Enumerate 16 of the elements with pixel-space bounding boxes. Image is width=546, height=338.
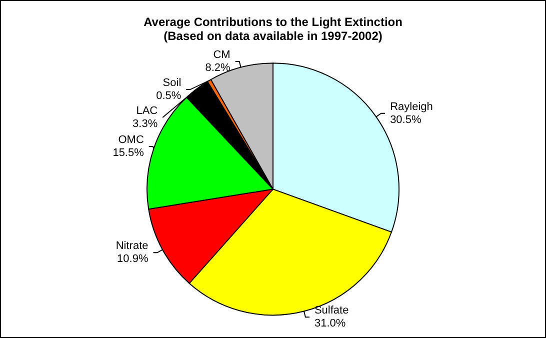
data-label: 3.3% (132, 118, 158, 130)
slice-label: OMC (118, 134, 144, 146)
data-label: 30.5% (390, 114, 422, 126)
slice-label: Rayleigh (390, 100, 433, 113)
slice-label: CM (213, 49, 230, 62)
data-label: 31.0% (314, 318, 346, 330)
slice-label: LAC (136, 105, 158, 118)
data-label: 15.5% (112, 147, 144, 160)
data-label: 0.5% (156, 90, 182, 102)
data-label: 10.9% (117, 253, 148, 266)
chart-subtitle: (Based on data available in 1997-2002) (164, 29, 382, 43)
chart-title: Average Contributions to the Light Extinction (144, 15, 402, 29)
slice-label: Sulfate (314, 304, 349, 317)
slice-label: Nitrate (116, 240, 148, 252)
data-label: 8.2% (205, 62, 231, 74)
slice-label: Soil (162, 77, 182, 90)
